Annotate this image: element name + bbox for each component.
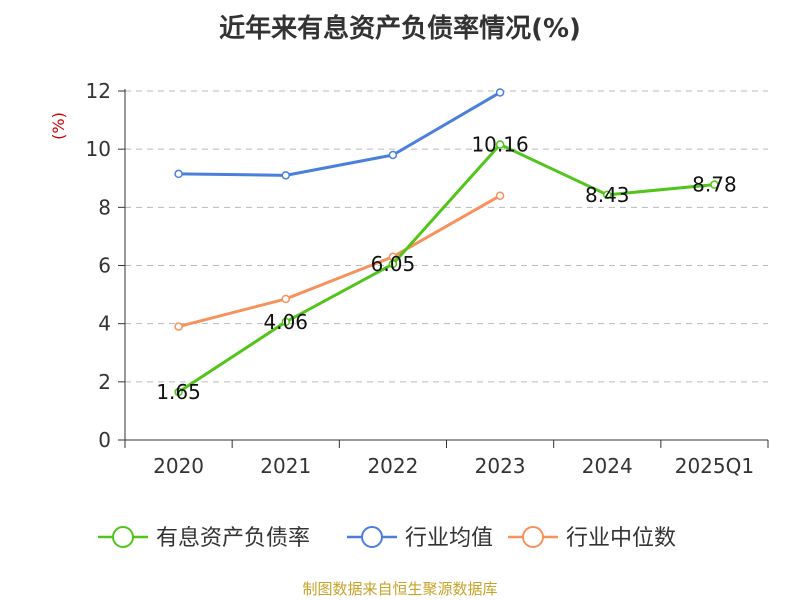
legend-marker — [112, 526, 134, 548]
data-point — [174, 387, 183, 397]
data-point — [174, 322, 183, 331]
legend-item: 行业中位数 — [508, 526, 676, 551]
data-point — [495, 140, 505, 149]
y-tick-label: 10 — [86, 137, 111, 161]
series-line — [178, 194, 501, 329]
data-point — [710, 180, 719, 189]
x-tick-label: 2024 — [582, 454, 633, 478]
data-point — [388, 259, 398, 269]
legend: 有息资产负债率 行业均值 行业中位数 — [98, 526, 676, 551]
y-tick-label: 4 — [98, 312, 111, 336]
data-label: 6.05 — [371, 252, 416, 276]
y-axis-unit-label: (%) — [49, 112, 68, 140]
y-tick-label: 6 — [98, 254, 111, 278]
series-layer — [174, 88, 719, 397]
data-point — [281, 294, 290, 304]
data-label: 8.43 — [585, 183, 630, 207]
source-note: 制图数据来自恒生聚源数据库 — [302, 580, 498, 598]
data-label-layer: 1.65 4.06 6.05 10.16 8.43 8.78 — [156, 133, 736, 404]
chart-title: 近年来有息资产负债率情况(%) — [219, 14, 581, 44]
data-label: 4.06 — [263, 310, 308, 334]
legend-item: 有息资产负债率 — [98, 526, 310, 551]
legend-label: 有息资产负债率 — [156, 526, 310, 551]
series-line — [178, 91, 501, 177]
legend-marker — [522, 526, 544, 548]
grid-layer — [125, 90, 768, 383]
data-point — [603, 190, 612, 200]
y-tick-label: 12 — [86, 79, 111, 103]
x-tick-label: 2020 — [153, 454, 204, 478]
data-point — [281, 317, 290, 327]
x-tick-label: 2025Q1 — [675, 454, 754, 478]
data-point — [174, 169, 183, 179]
legend-label: 行业中位数 — [566, 526, 676, 551]
legend-label: 行业均值 — [405, 526, 493, 551]
legend-item: 行业均值 — [347, 526, 493, 551]
data-point — [388, 150, 398, 160]
data-point — [495, 191, 505, 200]
data-point — [495, 88, 505, 97]
x-tick-label: 2021 — [260, 454, 311, 478]
data-point — [281, 171, 290, 180]
x-tick-label: 2023 — [475, 454, 526, 478]
legend-marker — [361, 526, 383, 548]
data-label: 10.16 — [471, 133, 528, 157]
series-line — [177, 143, 715, 394]
y-tick-label: 0 — [98, 428, 111, 452]
y-tick-label: 8 — [98, 195, 111, 219]
x-tick-label: 2022 — [367, 454, 418, 478]
data-label: 8.78 — [692, 173, 737, 197]
axis-layer: 0 2 4 6 8 10 12 2020 2021 2022 2023 2024 2025Q1 — [86, 79, 769, 478]
y-tick-label: 2 — [98, 370, 111, 394]
data-label: 1.65 — [156, 380, 201, 404]
